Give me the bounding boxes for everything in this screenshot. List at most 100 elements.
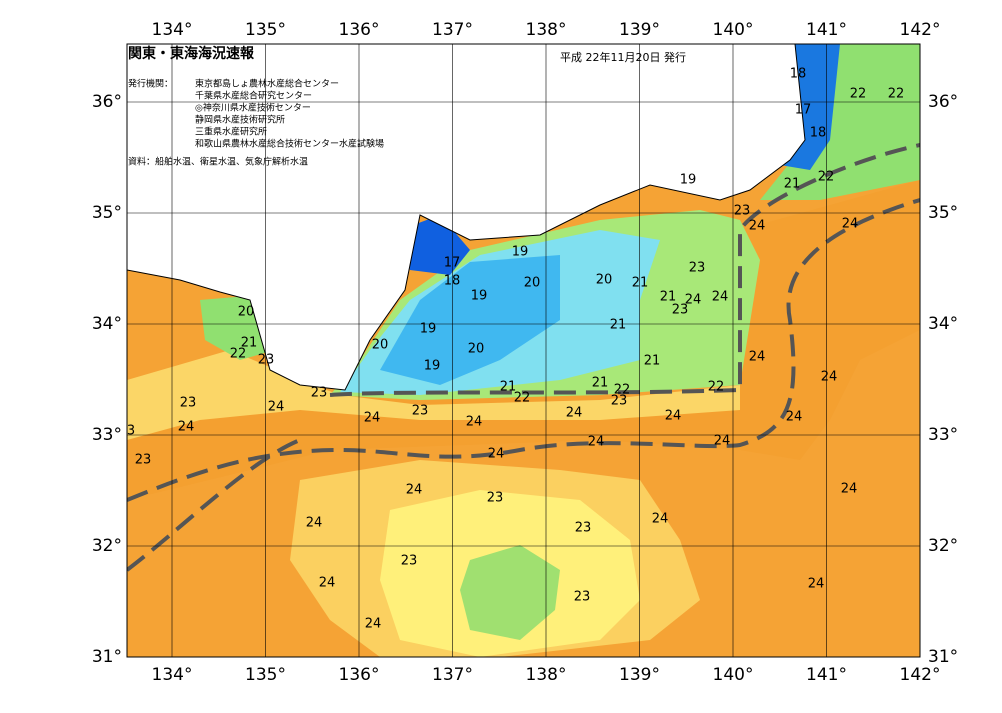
contour-label: 24	[365, 617, 382, 632]
water-17-north	[780, 44, 840, 170]
lat-label: 33°	[92, 425, 122, 445]
publisher: ◎神奈川県水産技術センター	[195, 102, 311, 114]
publisher-heading: 発行機関：	[128, 78, 173, 90]
title: 関東・東海海況速報	[128, 45, 255, 62]
contour-label: 24	[665, 409, 682, 424]
contour-label: 21	[644, 354, 661, 369]
lat-label: 31°	[928, 647, 958, 667]
contour-label: 24	[685, 293, 702, 308]
lon-label: 137°	[432, 20, 473, 40]
contour-label: 20	[596, 273, 613, 288]
contour-label: 21	[500, 380, 517, 395]
contour-label: 20	[238, 305, 255, 320]
contour-label: 17	[444, 256, 461, 271]
lon-label: 136°	[339, 20, 380, 40]
lat-label: 36°	[92, 92, 122, 112]
lon-label: 141°	[806, 665, 847, 685]
contour-label: 21	[784, 177, 801, 192]
contour-label: 22	[888, 87, 905, 102]
lon-label: 138°	[526, 665, 567, 685]
contour-label: 24	[306, 516, 323, 531]
contour-label: 17	[795, 103, 812, 118]
contour-label: 24	[488, 447, 505, 462]
contour-label: 19	[424, 359, 441, 374]
lon-label: 140°	[713, 20, 754, 40]
source: 資料：船舶水温、衛星水温、気象庁解析水温	[128, 156, 308, 168]
lat-label: 32°	[92, 536, 122, 556]
contour-label: 21	[610, 318, 627, 333]
contour-label: 24	[268, 400, 285, 415]
contour-label: 24	[841, 482, 858, 497]
contour-label: 21	[592, 376, 609, 391]
contour-label: 22	[818, 170, 835, 185]
contour-label: 22	[514, 391, 531, 406]
lon-label: 136°	[339, 665, 380, 685]
contour-label: 23	[412, 404, 429, 419]
contour-label: 23	[574, 590, 591, 605]
contour-label: 24	[364, 411, 381, 426]
contour-label: 24	[319, 576, 336, 591]
lon-label: 134°	[152, 665, 193, 685]
lat-label: 36°	[928, 92, 958, 112]
contour-label: 24	[588, 435, 605, 450]
land	[127, 44, 806, 391]
contour-label: 19	[420, 322, 437, 337]
contour-label: 21	[660, 290, 677, 305]
contour-label: 19	[512, 245, 529, 260]
contour-label: 23	[401, 554, 418, 569]
lat-label: 34°	[928, 314, 958, 334]
contour-label: 21	[632, 276, 649, 291]
contour-label: 18	[790, 67, 807, 82]
contour-label: 22	[614, 383, 631, 398]
contour-label: 18	[444, 274, 461, 289]
lon-label: 137°	[432, 665, 473, 685]
contour-label: 22	[230, 347, 247, 362]
lon-label: 139°	[619, 20, 660, 40]
lon-label: 139°	[619, 665, 660, 685]
contour-label: 24	[842, 217, 859, 232]
lon-label: 142°	[900, 20, 941, 40]
contour-label: 23	[258, 353, 275, 368]
contour-label: 22	[850, 87, 867, 102]
front-line	[127, 143, 920, 572]
lon-label: 135°	[245, 665, 286, 685]
kuroshio-axis	[127, 198, 920, 502]
contour-label: 23	[575, 521, 592, 536]
contour-label: 24	[406, 483, 423, 498]
contour-label: 20	[524, 276, 541, 291]
lon-label: 141°	[806, 20, 847, 40]
contour-label: 18	[810, 126, 827, 141]
lon-label: 140°	[713, 665, 754, 685]
publisher: 千葉県水産総合研究センター	[195, 90, 312, 102]
contour-label: 24	[178, 420, 195, 435]
contour-label: 23	[487, 491, 504, 506]
contour-label: 22	[708, 380, 725, 395]
frame	[126, 43, 921, 658]
contour-label: 23	[689, 261, 706, 276]
water-24	[127, 180, 920, 500]
lat-label: 34°	[92, 314, 122, 334]
issue-date: 平成 22年11月20日 発行	[560, 50, 686, 64]
contour-label: 21	[241, 336, 258, 351]
contour-label: 19	[471, 289, 488, 304]
contour-label: 24	[714, 434, 731, 449]
contour-label: 3	[127, 424, 135, 439]
lon-label: 135°	[245, 20, 286, 40]
contour-label: 20	[468, 342, 485, 357]
publisher: 東京都島しょ農林水産総合センター	[195, 78, 339, 90]
lat-label: 32°	[928, 536, 958, 556]
contour-label: 24	[466, 415, 483, 430]
contour-label: 24	[652, 512, 669, 527]
contour-label: 23	[611, 394, 628, 409]
contour-label: 24	[749, 350, 766, 365]
map-body	[127, 44, 920, 657]
publisher: 静岡県水産技術研究所	[195, 114, 285, 126]
contour-label: 23	[734, 204, 751, 219]
lon-label: 134°	[152, 20, 193, 40]
publisher: 和歌山県農林水産総合技術センター水産試験場	[195, 138, 384, 150]
contour-label: 24	[749, 219, 766, 234]
contour-label: 23	[672, 303, 689, 318]
water-19	[380, 255, 560, 385]
contour-label: 24	[821, 370, 838, 385]
